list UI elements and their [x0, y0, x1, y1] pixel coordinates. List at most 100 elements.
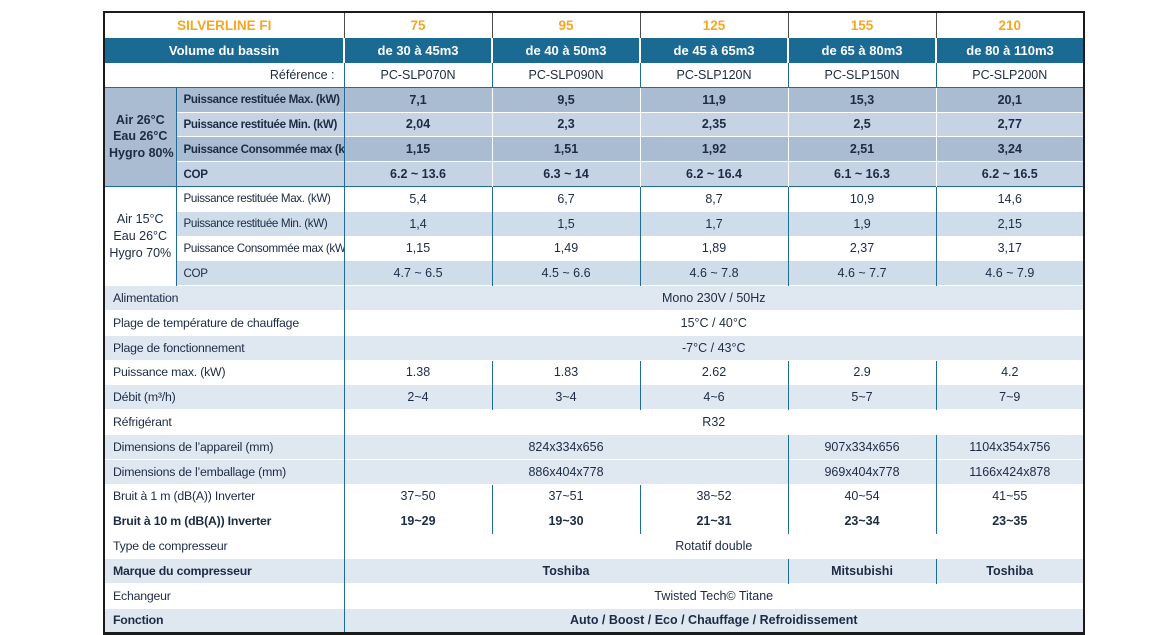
value-cell: 1,15: [343, 136, 493, 162]
spec-value: Rotatif double: [343, 533, 1085, 559]
spec-row-refrigerant: Réfrigérant R32: [104, 409, 1085, 435]
spec-value: 41~55: [935, 483, 1085, 509]
value-cell: 14,6: [935, 185, 1085, 212]
spec-value: 2.62: [639, 359, 789, 385]
value-cell: 2,3: [491, 111, 641, 137]
value-cell: 10,9: [787, 185, 937, 212]
spec-value: 4~6: [639, 384, 789, 410]
value-cell: 1,89: [639, 235, 789, 261]
spec-value: 40~54: [787, 483, 937, 509]
model-header-row: SILVERLINE FI 75 95 125 155 210: [104, 12, 1085, 38]
value-cell: 1,5: [491, 210, 641, 237]
volume-row-label: Volume du bassin: [104, 38, 345, 63]
value-cell: 1,92: [639, 136, 789, 162]
value-cell: 4.5 ~ 6.6: [491, 260, 641, 286]
spec-table: SILVERLINE FI 75 95 125 155 210 Volume d…: [103, 11, 1086, 635]
spec-row-type-compresseur: Type de compresseur Rotatif double: [104, 533, 1085, 559]
air15-row: Air 15°C Eau 26°C Hygro 70% Puissance re…: [104, 185, 1085, 286]
condition-line: Hygro 80%: [109, 146, 174, 161]
value-cell: 3,24: [935, 136, 1085, 162]
row-label: Puissance Consommée max (kW): [175, 136, 345, 162]
spec-value: R32: [343, 409, 1085, 435]
row-label: Puissance Consommée max (kW): [175, 235, 345, 261]
value-cell: 2,5: [787, 111, 937, 137]
spec-value: 19~30: [491, 508, 641, 534]
spec-row-bruit-1m: Bruit à 1 m (dB(A)) Inverter 37~50 37~51…: [104, 483, 1085, 509]
spec-row-dimensions-appareil: Dimensions de l’appareil (mm) 824x334x65…: [104, 433, 1085, 460]
air26-row: COP 6.2 ~ 13.6 6.3 ~ 14 6.2 ~ 16.4 6.1 ~…: [104, 161, 1085, 187]
spec-value: Toshiba: [935, 557, 1085, 584]
value-cell: 4.6 ~ 7.7: [787, 260, 937, 286]
spec-label: Alimentation: [104, 285, 345, 311]
spec-label: Débit (m³/h): [104, 384, 345, 410]
value-cell: 4.7 ~ 6.5: [343, 260, 493, 286]
condition-air15: Air 15°C Eau 26°C Hygro 70%: [104, 185, 176, 286]
value-cell: 20,1: [935, 86, 1085, 113]
spec-value: 1166x424x878: [935, 458, 1085, 485]
spec-row-fonction: Fonction Auto / Boost / Eco / Chauffage …: [104, 607, 1085, 634]
row-label: COP: [175, 260, 345, 286]
spec-value: 1.38: [343, 359, 493, 385]
volume-cell: de 40 à 50m3: [491, 38, 641, 63]
reference-row: Référence : PC-SLP070N PC-SLP090N PC-SLP…: [104, 63, 1085, 88]
spec-value: 21~31: [639, 508, 789, 534]
value-cell: 6.3 ~ 14: [491, 161, 641, 187]
spec-label: Echangeur: [104, 582, 345, 609]
value-cell: 6,7: [491, 185, 641, 212]
spec-row-plage-fonctionnement: Plage de fonctionnement -7°C / 43°C: [104, 334, 1085, 361]
reference-cell: PC-SLP120N: [639, 63, 789, 88]
spec-value: 969x404x778: [787, 458, 937, 485]
row-label: Puissance restituée Min. (kW): [175, 210, 345, 237]
condition-line: Eau 26°C: [113, 228, 168, 243]
value-cell: 6.2 ~ 16.5: [935, 161, 1085, 187]
spec-value: 23~35: [935, 508, 1085, 534]
volume-row: Volume du bassin de 30 à 45m3 de 40 à 50…: [104, 38, 1085, 63]
reference-cell: PC-SLP070N: [343, 63, 493, 88]
spec-value: 886x404x778: [343, 458, 789, 485]
air15-row: Puissance restituée Min. (kW) 1,4 1,5 1,…: [104, 210, 1085, 237]
spec-label: Plage de température de chauffage: [104, 309, 345, 336]
air15-row: Puissance Consommée max (kW) 1,15 1,49 1…: [104, 235, 1085, 261]
condition-line: Air 26°C: [115, 112, 165, 127]
spec-label: Bruit à 10 m (dB(A)) Inverter: [104, 508, 345, 534]
air26-row: Puissance Consommée max (kW) 1,15 1,51 1…: [104, 136, 1085, 162]
value-cell: 4.6 ~ 7.9: [935, 260, 1085, 286]
spec-value: 824x334x656: [343, 433, 789, 460]
product-title: SILVERLINE FI: [104, 12, 345, 38]
value-cell: 1,7: [639, 210, 789, 237]
spec-value: Twisted Tech© Titane: [343, 582, 1085, 609]
value-cell: 6.2 ~ 13.6: [343, 161, 493, 187]
row-label: Puissance restituée Max. (kW): [175, 86, 345, 113]
volume-cell: de 45 à 65m3: [639, 38, 789, 63]
value-cell: 11,9: [639, 86, 789, 113]
value-cell: 2,37: [787, 235, 937, 261]
spec-value: 37~50: [343, 483, 493, 509]
condition-air26: Air 26°C Eau 26°C Hygro 80%: [104, 86, 176, 187]
value-cell: 1,4: [343, 210, 493, 237]
spec-value: 907x334x656: [787, 433, 937, 460]
value-cell: 2,04: [343, 111, 493, 137]
spec-value: 2~4: [343, 384, 493, 410]
spec-row-bruit-10m: Bruit à 10 m (dB(A)) Inverter 19~29 19~3…: [104, 508, 1085, 534]
value-cell: 7,1: [343, 86, 493, 113]
spec-value: 7~9: [935, 384, 1085, 410]
value-cell: 8,7: [639, 185, 789, 212]
reference-cell: PC-SLP200N: [935, 63, 1085, 88]
value-cell: 2,15: [935, 210, 1085, 237]
spec-label: Dimensions de l’emballage (mm): [104, 458, 345, 485]
model-header: 210: [935, 12, 1085, 38]
spec-label: Réfrigérant: [104, 409, 345, 435]
spec-label: Plage de fonctionnement: [104, 334, 345, 361]
spec-value: 23~34: [787, 508, 937, 534]
row-label: Puissance restituée Min. (kW): [175, 111, 345, 137]
value-cell: 1,9: [787, 210, 937, 237]
reference-cell: PC-SLP150N: [787, 63, 937, 88]
spec-label: Bruit à 1 m (dB(A)) Inverter: [104, 483, 345, 509]
reference-label: Référence :: [269, 67, 335, 82]
spec-value: Mitsubishi: [787, 557, 937, 584]
model-header: 125: [639, 12, 789, 38]
value-cell: 1,51: [491, 136, 641, 162]
spec-value: 1.83: [491, 359, 641, 385]
value-cell: 2,51: [787, 136, 937, 162]
spec-value: 38~52: [639, 483, 789, 509]
